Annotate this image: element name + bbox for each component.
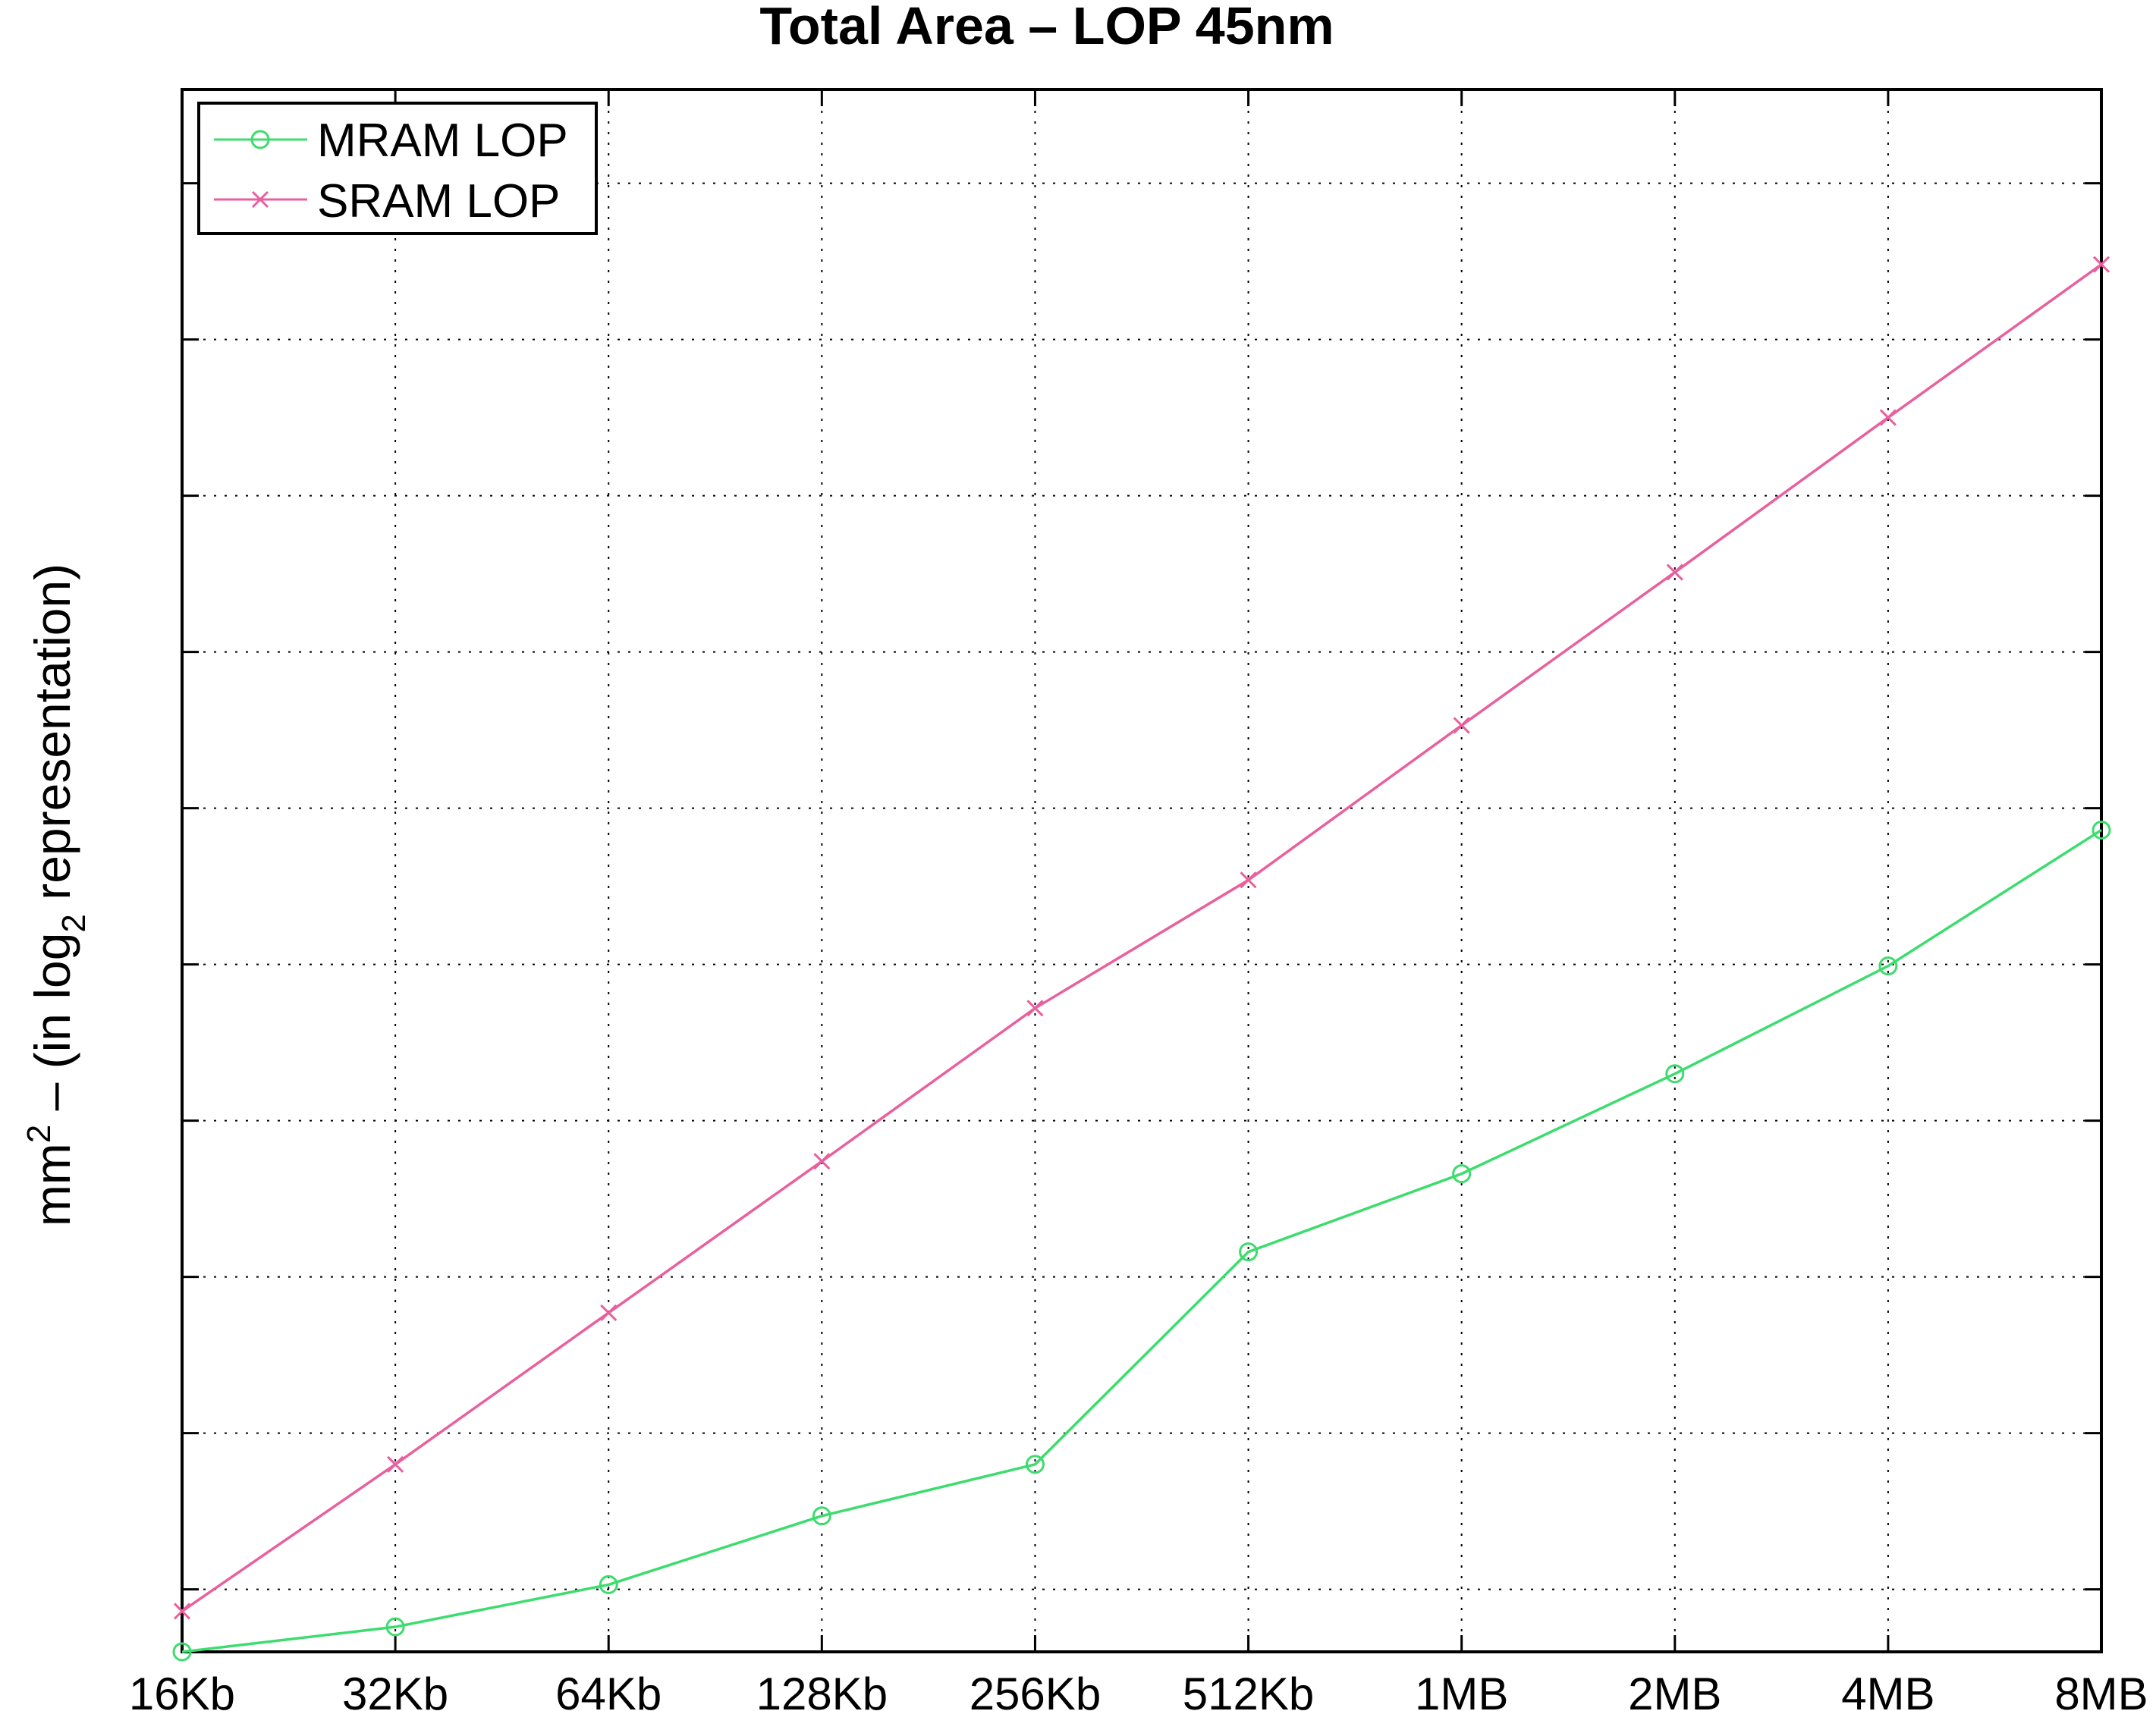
x-tick-label: 64Kb <box>555 1669 662 1711</box>
data-point <box>600 1304 618 1322</box>
data-point <box>1452 1164 1472 1184</box>
plot-axes <box>181 88 2103 1653</box>
data-point <box>1665 1064 1685 1084</box>
data-point <box>812 1506 831 1526</box>
data-point <box>385 1617 405 1637</box>
data-point <box>1666 564 1683 581</box>
chart-title: Total Area – LOP 45nm <box>759 0 1334 55</box>
plot-frame <box>181 88 2103 1653</box>
legend-label-sram: SRAM LOP <box>317 175 560 228</box>
series-sram-lop <box>173 256 2110 1620</box>
x-tick-label: 4MB <box>1841 1669 1934 1711</box>
x-tick-label: 2MB <box>1628 1669 1721 1711</box>
data-point <box>1025 1455 1045 1474</box>
series-line <box>181 263 2103 1612</box>
data-point <box>173 1603 191 1620</box>
data-point <box>172 1642 192 1662</box>
x-tick-label: 512Kb <box>1183 1669 1315 1711</box>
data-point <box>2092 820 2111 840</box>
x-tick-label: 16Kb <box>129 1669 235 1711</box>
legend-marker-sram <box>251 190 269 209</box>
data-point <box>1878 956 1898 976</box>
x-tick-label: 256Kb <box>970 1669 1102 1711</box>
data-point <box>2092 256 2110 273</box>
series-line <box>181 828 2102 1653</box>
data-point <box>813 1153 831 1170</box>
legend-box <box>197 102 598 235</box>
legend-label-mram: MRAM LOP <box>317 115 568 167</box>
x-tick-label: 1MB <box>1415 1669 1508 1711</box>
series-mram-lop <box>172 820 2111 1662</box>
x-tick-label: 8MB <box>2054 1669 2148 1711</box>
data-point <box>1453 717 1470 734</box>
data-point <box>1026 1000 1044 1017</box>
grid-lines <box>182 89 2101 1652</box>
data-point <box>1239 1242 1259 1262</box>
x-tick-labels: 16Kb 32Kb 64Kb 128Kb 256Kb 512Kb 1MB 2MB 4MB 8MB <box>129 1669 2148 1711</box>
y-axis-label: mm2 – (in log2 representation) <box>20 564 93 1226</box>
x-tick-label: 128Kb <box>756 1669 888 1711</box>
legend-marker-mram <box>250 130 270 149</box>
data-point <box>1240 871 1257 889</box>
legend: MRAM LOP SRAM LOP <box>197 102 598 235</box>
data-point <box>1879 409 1897 426</box>
x-tick-label: 32Kb <box>342 1669 448 1711</box>
series-layer <box>172 256 2111 1662</box>
data-point <box>387 1455 404 1473</box>
data-point <box>599 1574 618 1594</box>
